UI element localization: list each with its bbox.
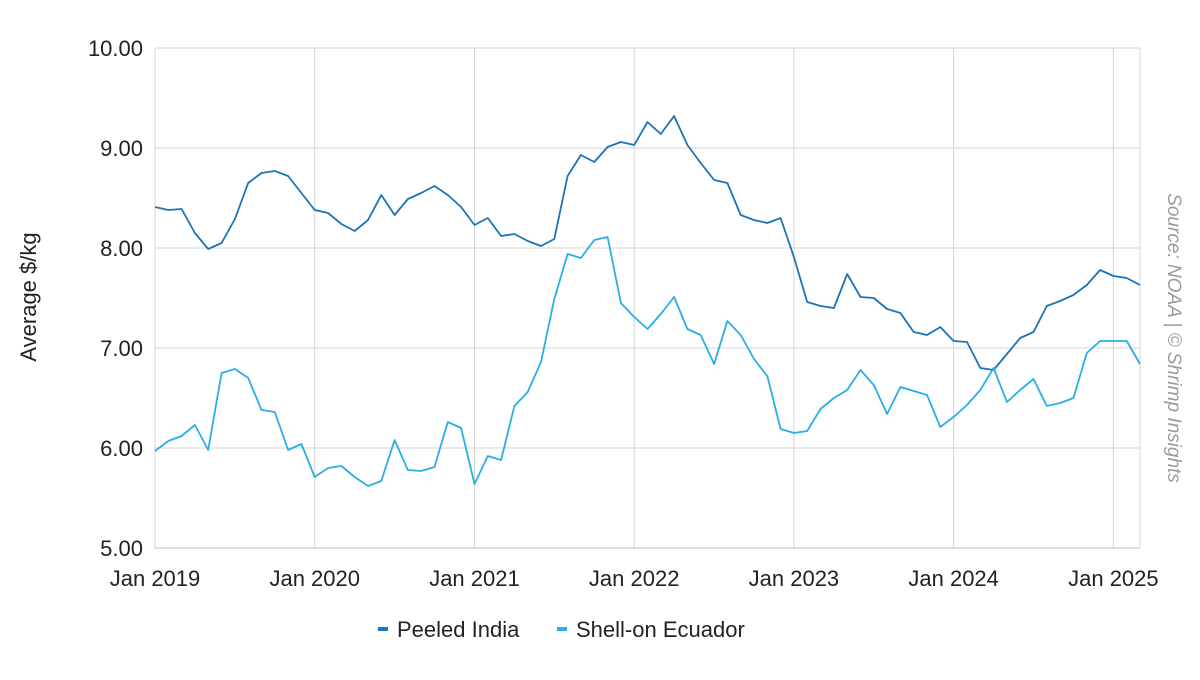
legend-swatch (378, 627, 388, 631)
grid-lines (154, 47, 1141, 549)
y-tick-label: 10.00 (88, 36, 143, 61)
x-tick-label: Jan 2019 (110, 566, 201, 591)
legend-label: Peeled India (397, 617, 520, 642)
x-tick-label: Jan 2024 (908, 566, 999, 591)
series-line-shell-on-ecuador (154, 236, 1141, 487)
y-tick-label: 9.00 (100, 136, 143, 161)
y-tick-label: 8.00 (100, 236, 143, 261)
x-tick-label: Jan 2023 (749, 566, 840, 591)
series-line-peeled-india (154, 115, 1141, 371)
series-lines (154, 115, 1141, 487)
y-tick-label: 7.00 (100, 336, 143, 361)
legend-label: Shell-on Ecuador (576, 617, 745, 642)
source-credit: Source: NOAA | © Shrimp Insights (1163, 193, 1184, 483)
y-tick-label: 6.00 (100, 436, 143, 461)
x-tick-label: Jan 2025 (1068, 566, 1159, 591)
legend: Peeled India Shell-on Ecuador (378, 617, 745, 642)
x-tick-label: Jan 2020 (269, 566, 360, 591)
x-axis-ticks: Jan 2019 Jan 2020 Jan 2021 Jan 2022 Jan 2023… (110, 566, 1159, 591)
x-tick-label: Jan 2021 (429, 566, 520, 591)
legend-swatch (557, 627, 567, 631)
y-tick-label: 5.00 (100, 536, 143, 561)
x-tick-label: Jan 2022 (589, 566, 680, 591)
y-axis-ticks: 5.00 6.00 7.00 8.00 9.00 10.00 (88, 36, 143, 561)
y-axis-label: Average $/kg (16, 232, 41, 361)
